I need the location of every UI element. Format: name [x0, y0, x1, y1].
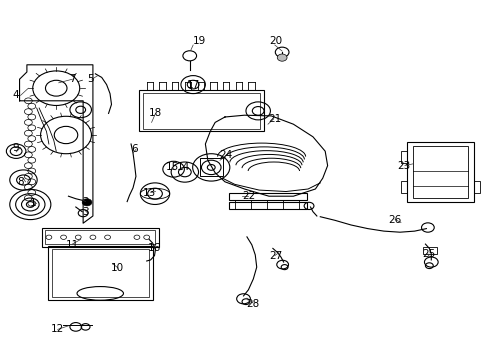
Text: 17: 17 [186, 80, 200, 90]
Bar [143, 93, 260, 129]
Text: 5: 5 [87, 74, 94, 84]
Bar [52, 249, 149, 297]
Text: 1: 1 [30, 198, 37, 208]
Circle shape [104, 235, 110, 239]
Text: 28: 28 [246, 299, 260, 309]
Text: 16: 16 [147, 243, 161, 253]
Text: 15: 15 [165, 162, 179, 172]
Text: 10: 10 [111, 263, 123, 273]
Text: 23: 23 [396, 161, 409, 171]
Bar [48, 246, 153, 300]
Text: 19: 19 [192, 36, 206, 46]
Bar [228, 202, 306, 209]
Circle shape [46, 235, 52, 239]
Text: 20: 20 [269, 36, 282, 46]
Circle shape [277, 54, 286, 61]
Text: 11: 11 [65, 240, 79, 250]
Text: 3: 3 [82, 207, 89, 217]
Text: 25: 25 [422, 249, 435, 259]
Text: 9: 9 [12, 143, 19, 153]
Bar [412, 146, 468, 198]
Bar [228, 193, 306, 200]
Text: 14: 14 [176, 162, 190, 172]
Text: 18: 18 [148, 108, 162, 118]
Text: 12: 12 [51, 324, 64, 334]
Text: 4: 4 [12, 90, 19, 100]
Text: 21: 21 [267, 114, 281, 124]
Circle shape [61, 235, 66, 239]
Text: 7: 7 [69, 74, 76, 84]
Bar [139, 90, 264, 131]
Circle shape [134, 235, 140, 239]
Text: 26: 26 [387, 215, 401, 225]
Bar [45, 230, 155, 244]
Text: 22: 22 [241, 191, 255, 201]
Text: 24: 24 [219, 150, 232, 160]
Circle shape [82, 199, 92, 206]
Text: 8: 8 [17, 177, 24, 187]
Bar [400, 151, 406, 163]
Circle shape [143, 235, 149, 239]
Bar [406, 142, 473, 202]
Circle shape [90, 235, 96, 239]
Bar [400, 181, 406, 193]
Bar [41, 228, 159, 247]
Bar [473, 181, 479, 193]
Text: 6: 6 [131, 144, 138, 154]
Circle shape [75, 235, 81, 239]
Text: 2: 2 [82, 197, 89, 207]
Bar [422, 247, 436, 254]
Text: 27: 27 [269, 251, 283, 261]
Text: 13: 13 [142, 188, 156, 198]
Bar [199, 158, 223, 176]
